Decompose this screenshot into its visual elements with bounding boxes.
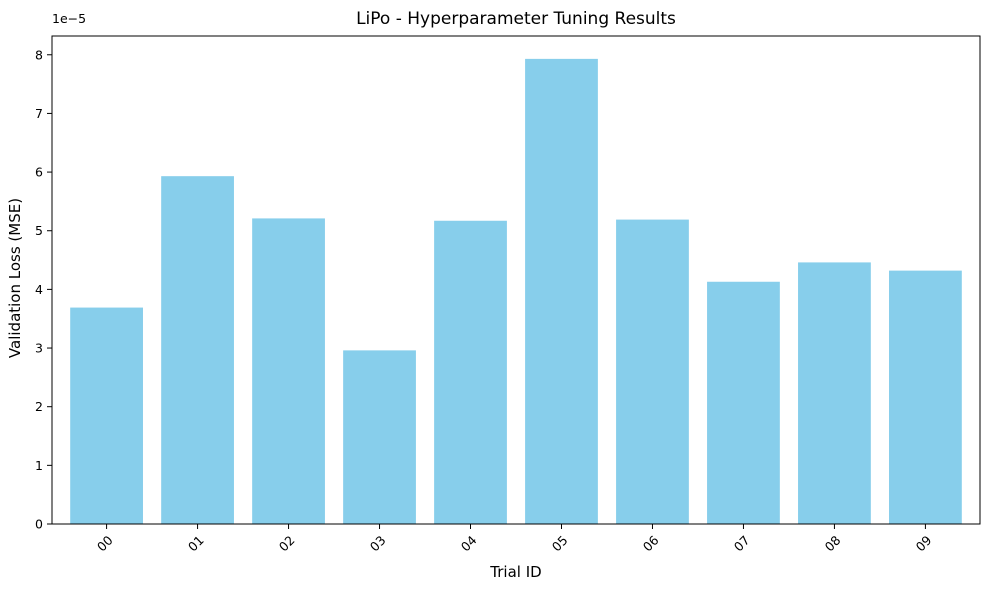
y-axis-label: Validation Loss (MSE) (6, 198, 24, 358)
bar-01 (161, 176, 234, 524)
bar-08 (798, 262, 871, 524)
bar-06 (616, 219, 689, 524)
x-tick-label: 00 (94, 532, 116, 554)
y-tick-label: 3 (35, 341, 43, 356)
y-tick-label: 8 (35, 47, 43, 62)
y-tick-label: 6 (35, 165, 43, 180)
bar-05 (525, 58, 598, 525)
bar-09 (889, 270, 962, 524)
x-tick-label: 03 (367, 533, 389, 555)
y-tick-label: 4 (35, 282, 43, 297)
x-tick-label: 05 (549, 533, 571, 555)
plot-frame (51, 35, 981, 525)
y-tick-label: 2 (35, 399, 43, 414)
y-tick-label: 5 (35, 223, 43, 238)
bar-07 (707, 281, 780, 524)
x-tick-label: 07 (731, 533, 753, 555)
y-axis-offset-label: 1e−5 (52, 11, 86, 26)
bar-04 (434, 220, 507, 524)
x-tick-label: 02 (276, 533, 298, 555)
x-tick-label: 08 (822, 532, 844, 554)
x-axis-label: Trial ID (489, 563, 541, 581)
x-tick-label: 04 (458, 532, 480, 554)
y-tick-label: 1 (35, 458, 43, 473)
x-tick-label: 01 (185, 533, 207, 555)
y-tick-label: 7 (35, 106, 43, 121)
x-tick-label: 06 (640, 532, 662, 554)
bar-00 (70, 307, 143, 524)
bar-02 (252, 218, 325, 524)
bar-03 (343, 350, 416, 524)
x-tick-label: 09 (913, 532, 935, 554)
y-tick-label: 0 (35, 517, 43, 532)
chart-title: LiPo - Hyperparameter Tuning Results (356, 9, 676, 29)
